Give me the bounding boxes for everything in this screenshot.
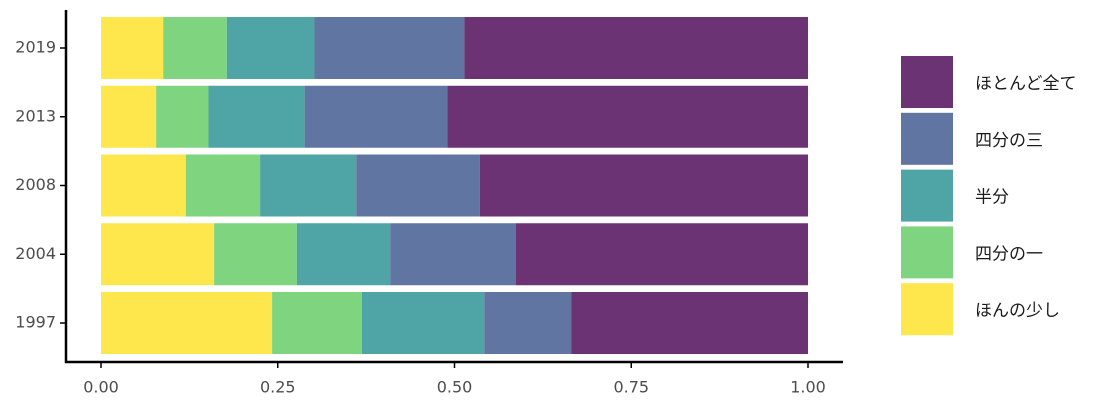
legend-label: ほんの少し [975,301,1060,321]
legend-swatch [901,283,953,336]
bar-segment [484,292,572,354]
legend-label: 四分の一 [975,244,1043,264]
bar-segment [260,154,357,217]
legend-swatch [901,56,953,108]
x-tick-label: 0.25 [260,378,296,397]
bar-segment [214,223,297,286]
x-tick-label: 0.75 [613,378,649,397]
bar-segment [163,17,227,79]
bar-segment [464,17,808,79]
bar-segment [361,292,485,354]
bar-segment [571,292,808,354]
y-tick-label: 2008 [15,175,56,194]
legend-swatch [901,226,953,279]
legend-swatch [901,169,953,222]
y-tick-label: 2013 [15,106,56,125]
y-tick-label: 1997 [15,313,56,332]
bar-segment [272,292,362,354]
bar-segment [314,17,465,79]
y-tick-label: 2019 [15,38,56,57]
bar-segment [101,154,186,217]
bar-segment [304,85,448,148]
legend-swatch [901,112,953,165]
legend-label: 半分 [975,188,1009,208]
bar-segment [101,17,164,79]
bar-segment [101,85,157,148]
bar-segment [516,223,808,286]
bar-segment [296,223,391,286]
bar-segment [101,292,273,354]
bar-segment [479,154,808,217]
x-tick-label: 0.50 [437,378,473,397]
bar-segment [185,154,261,217]
y-tick-label: 2004 [15,244,56,263]
bar-segment [101,223,215,286]
bar-segment [208,85,305,148]
bar-segment [356,154,480,217]
x-tick-label: 0.00 [83,378,119,397]
bar-segment [447,85,808,148]
x-tick-label: 1.00 [790,378,826,397]
bar-segment [156,85,209,148]
legend-label: 四分の三 [975,131,1043,151]
legend-label: ほとんど全て [975,74,1077,94]
bar-segment [390,223,517,286]
bar-segment [226,17,315,79]
